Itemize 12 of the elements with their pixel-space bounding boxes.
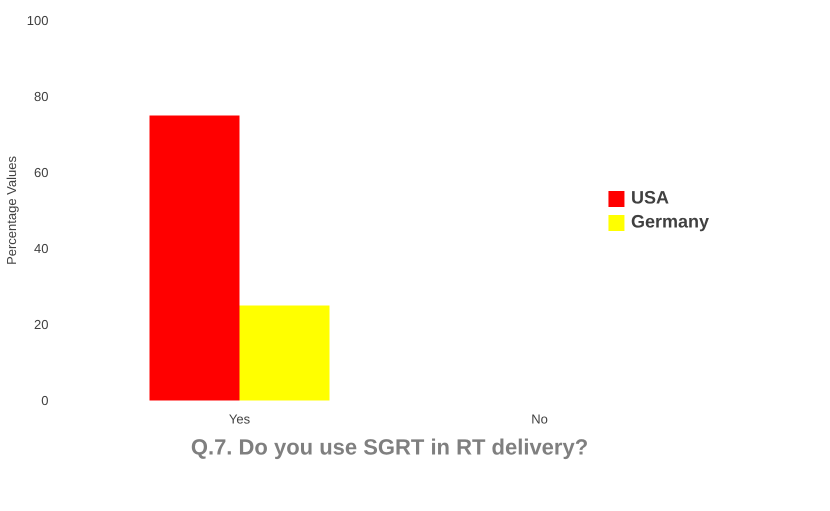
x-tick-label: No bbox=[531, 412, 548, 426]
y-tick-label: 40 bbox=[34, 241, 49, 256]
legend-label: USA bbox=[630, 188, 669, 208]
legend-label: Germany bbox=[630, 212, 709, 232]
y-tick-label: 20 bbox=[34, 317, 49, 332]
x-tick-label: Yes bbox=[228, 412, 251, 426]
y-tick-label: 0 bbox=[41, 393, 49, 408]
x-axis-title: Q.7. Do you use SGRT in RT delivery? bbox=[190, 434, 588, 460]
y-tick-label: 100 bbox=[26, 13, 49, 28]
y-axis-title: Percentage Values bbox=[4, 156, 19, 265]
y-tick-label: 60 bbox=[34, 165, 49, 180]
y-tick-label: 80 bbox=[34, 89, 49, 104]
